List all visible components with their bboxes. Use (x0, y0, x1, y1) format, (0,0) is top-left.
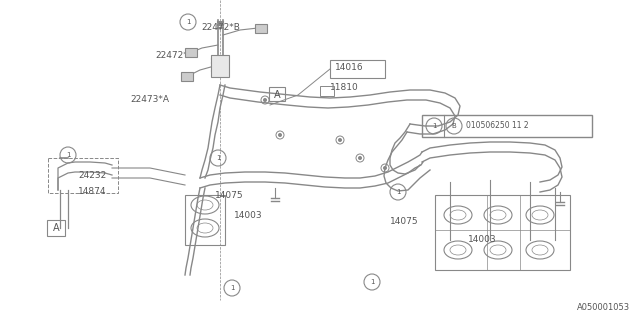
FancyBboxPatch shape (255, 24, 267, 33)
Circle shape (383, 166, 387, 170)
Text: 1: 1 (186, 19, 190, 25)
Text: 1: 1 (396, 189, 400, 195)
Text: 14075: 14075 (215, 191, 244, 201)
Text: 1: 1 (66, 152, 70, 158)
Text: 24232: 24232 (78, 171, 106, 180)
Text: 14003: 14003 (234, 211, 262, 220)
Text: A: A (52, 223, 60, 233)
Text: 1: 1 (216, 155, 220, 161)
Text: 1: 1 (370, 279, 374, 285)
Text: B: B (452, 123, 456, 129)
Circle shape (358, 156, 362, 160)
Text: 14003: 14003 (468, 236, 497, 244)
Text: 14874: 14874 (78, 188, 106, 196)
Text: 14016: 14016 (335, 63, 364, 73)
Text: A: A (274, 90, 280, 100)
FancyBboxPatch shape (185, 48, 197, 57)
Circle shape (263, 98, 267, 102)
FancyBboxPatch shape (211, 55, 229, 77)
Circle shape (338, 138, 342, 142)
Text: 22472*B: 22472*B (201, 23, 240, 33)
Text: 1: 1 (432, 123, 436, 129)
FancyBboxPatch shape (181, 72, 193, 81)
Circle shape (278, 133, 282, 137)
Text: 22472*A: 22472*A (155, 52, 194, 60)
Text: 22473*A: 22473*A (130, 95, 169, 105)
Text: A050001053: A050001053 (577, 303, 630, 312)
Text: 1: 1 (230, 285, 234, 291)
Text: 010506250 11 2: 010506250 11 2 (466, 122, 529, 131)
Text: 11810: 11810 (330, 83, 359, 92)
Text: 14075: 14075 (390, 218, 419, 227)
